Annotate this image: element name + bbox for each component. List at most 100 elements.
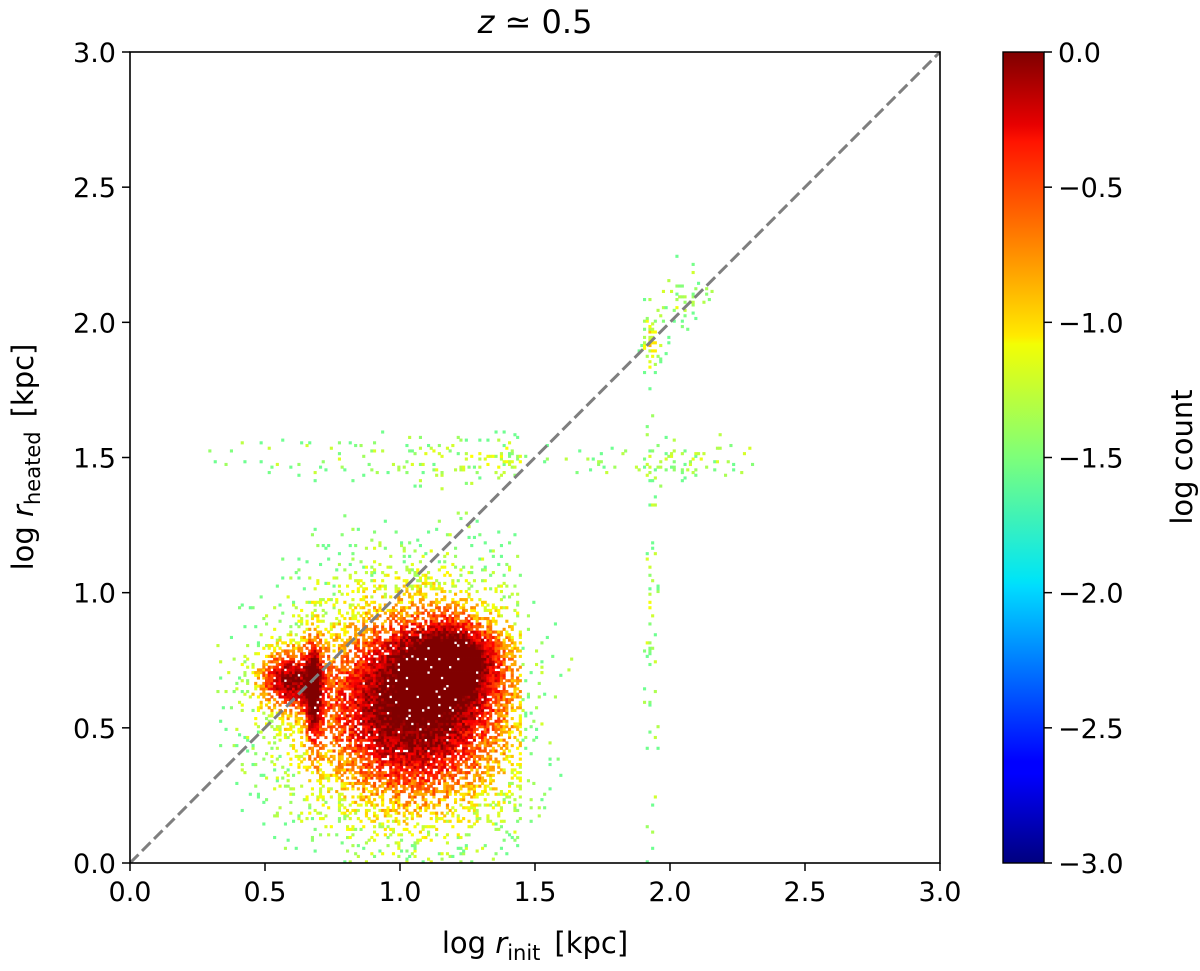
heatmap-cell [451, 649, 455, 653]
heatmap-cell [448, 689, 452, 694]
heatmap-cell [383, 827, 387, 831]
heatmap-cell [389, 660, 393, 664]
heatmap-cell [418, 589, 422, 594]
heatmap-cell [429, 584, 433, 588]
heatmap-cell [359, 746, 363, 750]
heatmap-cell [481, 719, 485, 723]
heatmap-cell [432, 652, 436, 656]
heatmap-cell [308, 668, 312, 672]
heatmap-cell [337, 646, 341, 650]
heatmap-cell [416, 768, 420, 772]
heatmap-cell [475, 719, 479, 723]
heatmap-cell [459, 635, 463, 640]
heatmap-cell [375, 665, 379, 669]
heatmap-cell [346, 662, 350, 667]
heatmap-cell [440, 668, 444, 672]
heatmap-cell [316, 635, 320, 640]
heatmap-cell [321, 695, 325, 699]
heatmap-cell [337, 803, 341, 807]
heatmap-cell [483, 771, 487, 775]
heatmap-cell [391, 662, 395, 667]
heatmap-cell [302, 644, 306, 648]
heatmap-cell [464, 654, 468, 658]
heatmap-cell [265, 752, 269, 756]
heatmap-cell [408, 676, 412, 680]
heatmap-cell [437, 727, 441, 731]
heatmap-cell [238, 700, 242, 704]
heatmap-cell [462, 635, 466, 640]
heatmap-cell [337, 738, 341, 742]
heatmap-cell [432, 703, 436, 707]
heatmap-cell [462, 681, 466, 685]
heatmap-cell [454, 792, 458, 796]
heatmap-cell [459, 722, 463, 726]
heatmap-cell [437, 754, 441, 758]
heatmap-cell [319, 708, 323, 713]
heatmap-cell [470, 741, 474, 745]
heatmap-cell [321, 795, 325, 799]
heatmap-cell [421, 627, 425, 631]
heatmap-cell [451, 806, 455, 810]
heatmap-cell [370, 719, 374, 723]
heatmap-cell [443, 784, 447, 788]
heatmap-cell [313, 849, 317, 853]
heatmap-cell [486, 706, 490, 710]
heatmap-cell [381, 808, 385, 813]
heatmap-cell [327, 646, 331, 650]
heatmap-cell [410, 673, 414, 677]
heatmap-cell [370, 635, 374, 640]
heatmap-cell [435, 776, 439, 780]
heatmap-cell [319, 465, 323, 469]
heatmap-cell [432, 673, 436, 677]
heatmap-cell [305, 660, 309, 664]
heatmap-cell [464, 735, 468, 740]
heatmap-cell [319, 598, 323, 602]
heatmap-cell [356, 527, 360, 531]
heatmap-cell [418, 625, 422, 629]
heatmap-cell [397, 760, 401, 764]
heatmap-cell [437, 725, 441, 729]
heatmap-cell [302, 665, 306, 669]
heatmap-cell [413, 698, 417, 702]
heatmap-cell [313, 673, 317, 677]
heatmap-cell [289, 681, 293, 685]
heatmap-cell [327, 790, 331, 794]
heatmap-cell [443, 627, 447, 631]
heatmap-cell [400, 741, 404, 745]
heatmap-cell [346, 714, 350, 718]
heatmap-cell [332, 606, 336, 610]
heatmap-cell [416, 571, 420, 575]
heatmap-cell [362, 781, 366, 786]
heatmap-cell [381, 800, 385, 804]
heatmap-cell [297, 717, 301, 721]
heatmap-cell [421, 635, 425, 640]
heatmap-cell [424, 654, 428, 658]
heatmap-cell [394, 695, 398, 699]
heatmap-cell [454, 630, 458, 634]
heatmap-cell [432, 654, 436, 658]
heatmap-cell [343, 684, 347, 688]
heatmap-cell [451, 695, 455, 699]
heatmap-cell [421, 668, 425, 672]
heatmap-cell [367, 603, 371, 607]
heatmap-cell [381, 695, 385, 699]
heatmap-cell [367, 746, 371, 750]
heatmap-cell [416, 762, 420, 767]
heatmap-cell [229, 449, 233, 453]
heatmap-cell [437, 665, 441, 669]
heatmap-cell [378, 679, 382, 683]
heatmap-cell [437, 752, 441, 756]
heatmap-cell [332, 706, 336, 710]
heatmap-cell [421, 692, 425, 696]
heatmap-cell [429, 446, 433, 450]
heatmap-cell [362, 776, 366, 780]
heatmap-cell [364, 654, 368, 658]
heatmap-cell [394, 641, 398, 645]
heatmap-cell [397, 806, 401, 810]
heatmap-cell [340, 706, 344, 710]
heatmap-cell [456, 730, 460, 734]
heatmap-cell [316, 744, 320, 748]
heatmap-cell [429, 668, 433, 672]
heatmap-cell [391, 695, 395, 699]
heatmap-cell [478, 465, 482, 469]
